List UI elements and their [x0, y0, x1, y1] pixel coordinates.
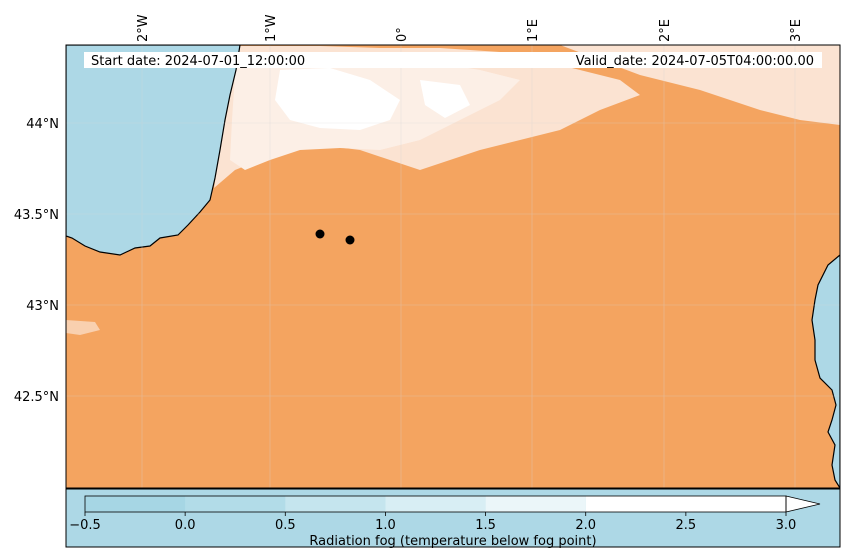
colorbar-segment-5 [585, 496, 786, 512]
latitude-labels: 44°N 43.5°N 43°N 42.5°N [14, 117, 59, 405]
fog-region-south-coast [66, 320, 100, 335]
point-1 [315, 229, 325, 239]
header-box [84, 52, 822, 68]
colorbar-tick-label: 2.5 [676, 518, 697, 533]
colorbar-outline [84, 495, 787, 513]
colorbar-tick-label: 1.0 [375, 518, 396, 533]
colorbar-segment-2 [285, 496, 386, 512]
map-frame [65, 44, 841, 489]
colorbar-segment-1 [185, 496, 286, 512]
lon-label-2w: 2°W [136, 14, 151, 42]
lat-label-43-5: 43.5°N [14, 208, 59, 223]
graticule [66, 45, 840, 488]
lat-label-44: 44°N [26, 117, 59, 132]
lat-label-43: 43°N [26, 299, 59, 314]
colorbar-panel: −0.5 0.0 0.5 1.0 1.5 2.0 2.5 3.0 Radiation fog … [65, 488, 841, 549]
colorbar-tick-label: 1.5 [475, 518, 496, 533]
colorbar-segment-4 [485, 496, 586, 512]
sea-west [66, 45, 241, 256]
sea-east [811, 254, 840, 488]
colorbar-tick-label: 3.0 [776, 518, 797, 533]
lon-label-2e: 2°E [658, 19, 673, 42]
colorbar-tick-label: 2.0 [575, 518, 596, 533]
valid-date-text: Valid_date: 2024-07-05T04:00:00.00 [576, 54, 814, 69]
lon-label-1e: 1°E [526, 19, 541, 42]
colorbar-segment-3 [385, 496, 486, 512]
fog-region-high [275, 68, 470, 130]
colorbar-label: Radiation fog (temperature below fog poi… [309, 534, 596, 549]
lon-label-3e: 3°E [789, 19, 804, 42]
colorbar-ticks: −0.5 0.0 0.5 1.0 1.5 2.0 2.5 3.0 [69, 512, 796, 533]
colorbar-tick-label: 0.5 [275, 518, 296, 533]
lat-label-42-5: 42.5°N [14, 390, 59, 405]
point-2 [345, 235, 355, 245]
lon-label-0: 0° [395, 27, 410, 42]
lon-label-1w: 1°W [264, 14, 279, 42]
colorbar-tick-label: −0.5 [69, 518, 101, 533]
map-area [66, 45, 840, 488]
colorbar-segments [85, 496, 786, 512]
longitude-labels: 2°W 1°W 0° 1°E 2°E 3°E [136, 14, 804, 42]
start-date-text: Start date: 2024-07-01_12:00:00 [91, 54, 305, 69]
colorbar-tick-label: 0.0 [175, 518, 196, 533]
colorbar-segment-0 [85, 496, 186, 512]
